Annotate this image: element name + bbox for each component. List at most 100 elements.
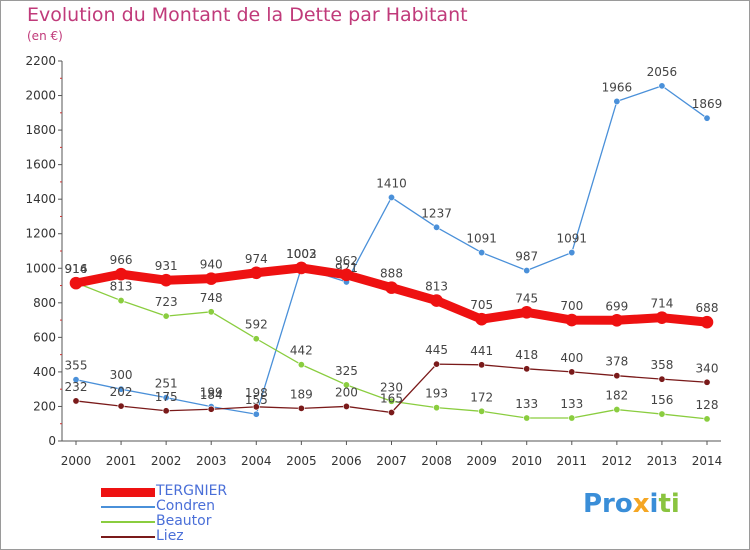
data-label-beautor: 723 [155, 295, 178, 309]
data-point-liez [478, 361, 486, 369]
y-tick-label: 600 [33, 330, 56, 344]
data-label-tergnier: 688 [696, 301, 719, 315]
data-point-beautor [568, 414, 576, 422]
y-tick-label: 1200 [25, 227, 56, 241]
data-point-liez [207, 405, 215, 413]
data-label-condren: 1869 [692, 97, 723, 111]
data-label-beautor: 156 [650, 393, 673, 407]
data-point-beautor [387, 397, 395, 405]
x-tick-label: 2008 [421, 454, 452, 468]
y-tick-label: 0 [48, 434, 56, 448]
data-label-tergnier: 888 [380, 267, 403, 281]
data-point-beautor [478, 407, 486, 415]
data-point-beautor [252, 335, 260, 343]
data-point-liez [342, 402, 350, 410]
data-label-beautor: 128 [696, 398, 719, 412]
y-tick-label: 1000 [25, 261, 56, 275]
y-tick-label: 800 [33, 296, 56, 310]
data-label-liez: 441 [470, 344, 493, 358]
data-point-liez [387, 408, 395, 416]
data-point-liez [568, 368, 576, 376]
data-point-liez [252, 403, 260, 411]
x-tick-label: 2007 [376, 454, 407, 468]
y-tick-label: 2200 [25, 54, 56, 68]
data-label-tergnier: 714 [650, 297, 673, 311]
data-point-beautor [703, 415, 711, 423]
data-point-tergnier [159, 273, 173, 287]
x-tick-label: 2009 [466, 454, 497, 468]
data-point-condren [478, 249, 486, 257]
data-label-liez: 175 [155, 390, 178, 404]
legend-label: Liez [156, 528, 184, 544]
data-label-condren: 199 [200, 386, 223, 400]
data-label-liez: 165 [380, 392, 403, 406]
data-point-condren [658, 82, 666, 90]
data-label-condren: 155 [245, 393, 268, 407]
x-tick-label: 2003 [196, 454, 227, 468]
data-label-tergnier: 966 [110, 253, 133, 267]
data-label-condren: 1410 [376, 176, 407, 190]
data-label-tergnier: 700 [560, 299, 583, 313]
data-label-liez: 184 [200, 388, 223, 402]
data-point-tergnier [295, 261, 308, 275]
data-label-liez: 400 [560, 351, 583, 365]
x-tick-label: 2005 [286, 454, 317, 468]
data-label-tergnier: 705 [470, 298, 493, 312]
data-label-beautor: 133 [560, 397, 583, 411]
legend-swatch [101, 506, 155, 508]
data-label-condren: 987 [515, 250, 538, 264]
data-label-condren: 1091 [466, 232, 497, 246]
data-point-condren [433, 223, 441, 231]
data-point-condren [703, 114, 711, 122]
data-label-condren: 2056 [647, 65, 678, 79]
data-point-beautor [658, 410, 666, 418]
data-point-liez [72, 397, 80, 405]
data-point-condren [613, 97, 621, 105]
data-point-condren [117, 385, 125, 393]
data-label-liez: 232 [65, 380, 88, 394]
y-tick-label: 200 [33, 399, 56, 413]
data-point-beautor [207, 308, 215, 316]
data-label-tergnier: 745 [515, 291, 538, 305]
legend-label: Condren [156, 498, 216, 514]
data-point-condren [523, 267, 531, 275]
data-label-beautor: 325 [335, 364, 358, 378]
x-tick-label: 2000 [61, 454, 92, 468]
data-point-tergnier [204, 272, 218, 285]
data-label-tergnier: 974 [245, 252, 268, 266]
data-point-tergnier [475, 312, 488, 326]
chart-unit-label: (en €) [27, 29, 63, 43]
data-label-beautor: 442 [290, 344, 313, 358]
data-label-condren: 300 [110, 368, 133, 382]
data-point-liez [613, 372, 621, 380]
data-point-tergnier [520, 306, 534, 319]
data-label-liez: 445 [425, 343, 448, 357]
data-point-beautor [613, 406, 621, 414]
data-label-tergnier: 940 [200, 258, 223, 272]
data-label-tergnier: 1002 [286, 247, 317, 261]
data-point-tergnier [610, 313, 624, 327]
data-point-tergnier [69, 276, 83, 290]
data-label-liez: 202 [110, 385, 133, 399]
x-tick-label: 2013 [647, 454, 678, 468]
data-point-beautor [433, 404, 441, 412]
y-tick-label: 1600 [25, 158, 56, 172]
chart-title: Evolution du Montant de la Dette par Hab… [27, 4, 468, 26]
data-point-beautor [117, 297, 125, 305]
data-point-beautor [523, 414, 531, 422]
y-tick-label: 1800 [25, 123, 56, 137]
data-point-tergnier [700, 315, 714, 329]
data-point-liez [162, 407, 170, 415]
data-point-condren [252, 410, 260, 418]
data-point-liez [297, 404, 305, 412]
data-point-beautor [342, 381, 350, 389]
data-label-liez: 200 [335, 385, 358, 399]
x-tick-label: 2012 [602, 454, 633, 468]
data-label-beautor: 182 [605, 389, 628, 403]
data-point-tergnier [114, 267, 128, 281]
data-label-tergnier: 699 [605, 299, 628, 313]
data-label-liez: 340 [696, 361, 719, 375]
x-tick-label: 2001 [106, 454, 137, 468]
data-label-condren: 1237 [421, 206, 452, 220]
